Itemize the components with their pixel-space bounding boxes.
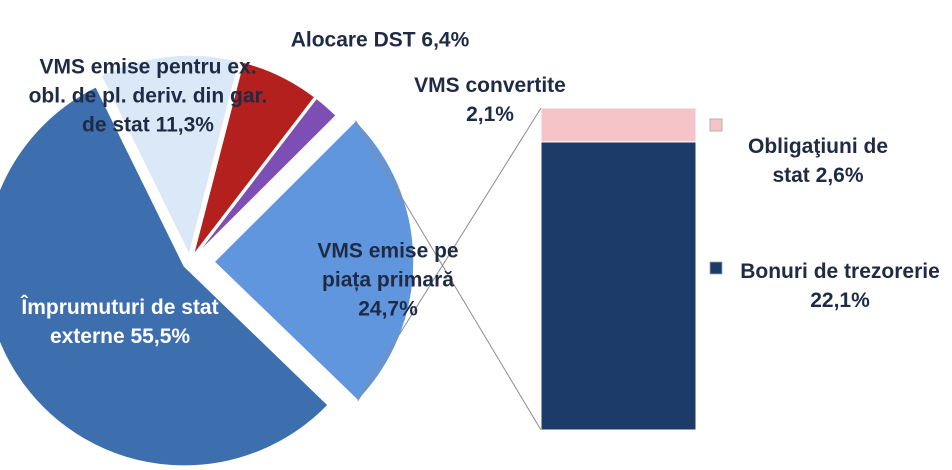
slice-label: Alocare DST 6,4% xyxy=(260,26,500,55)
pie-slice xyxy=(194,97,338,258)
legend-swatch xyxy=(709,261,723,275)
connector xyxy=(357,107,542,402)
slice-name: VMS emise pentru ex. obl. de pl. deriv. … xyxy=(28,55,268,137)
slice-name: Împrumuturi de stat externe xyxy=(21,296,219,348)
pie-slice xyxy=(212,119,415,402)
slice-value: 24,7% xyxy=(358,297,418,321)
slice-value: 2,1% xyxy=(466,103,514,126)
legend-name: Obligaţiuni de stat xyxy=(748,135,888,187)
bar-segment xyxy=(540,107,697,143)
slice-label: VMS emise pe piața primară 24,7% xyxy=(293,237,483,324)
slice-label: VMS emise pentru ex. obl. de pl. deriv. … xyxy=(28,53,268,140)
slice-value: 6,4% xyxy=(421,28,470,52)
slice-label: VMS convertite 2,1% xyxy=(395,71,585,129)
slice-label: Împrumuturi de stat externe 55,5% xyxy=(15,293,225,351)
slice-name: VMS convertite xyxy=(414,74,566,97)
connector xyxy=(355,120,542,431)
pie-slice xyxy=(192,61,316,257)
legend-value: 2,6% xyxy=(815,164,864,187)
legend-label: Bonuri de trezorerie 22,1% xyxy=(725,257,952,315)
slice-name: VMS emise pe piața primară xyxy=(317,239,459,292)
pie-slice xyxy=(0,85,330,467)
bar-segment xyxy=(540,141,697,431)
legend-label: Obligaţiuni de stat 2,6% xyxy=(733,132,903,190)
slice-value: 55,5% xyxy=(130,325,191,348)
slice-name: Alocare DST xyxy=(290,28,416,52)
slice-value: 11,3% xyxy=(155,113,214,137)
pie-slice xyxy=(99,54,241,258)
legend-value: 22,1% xyxy=(810,289,870,312)
legend-swatch xyxy=(709,118,723,132)
legend-name: Bonuri de trezorerie xyxy=(740,260,940,283)
